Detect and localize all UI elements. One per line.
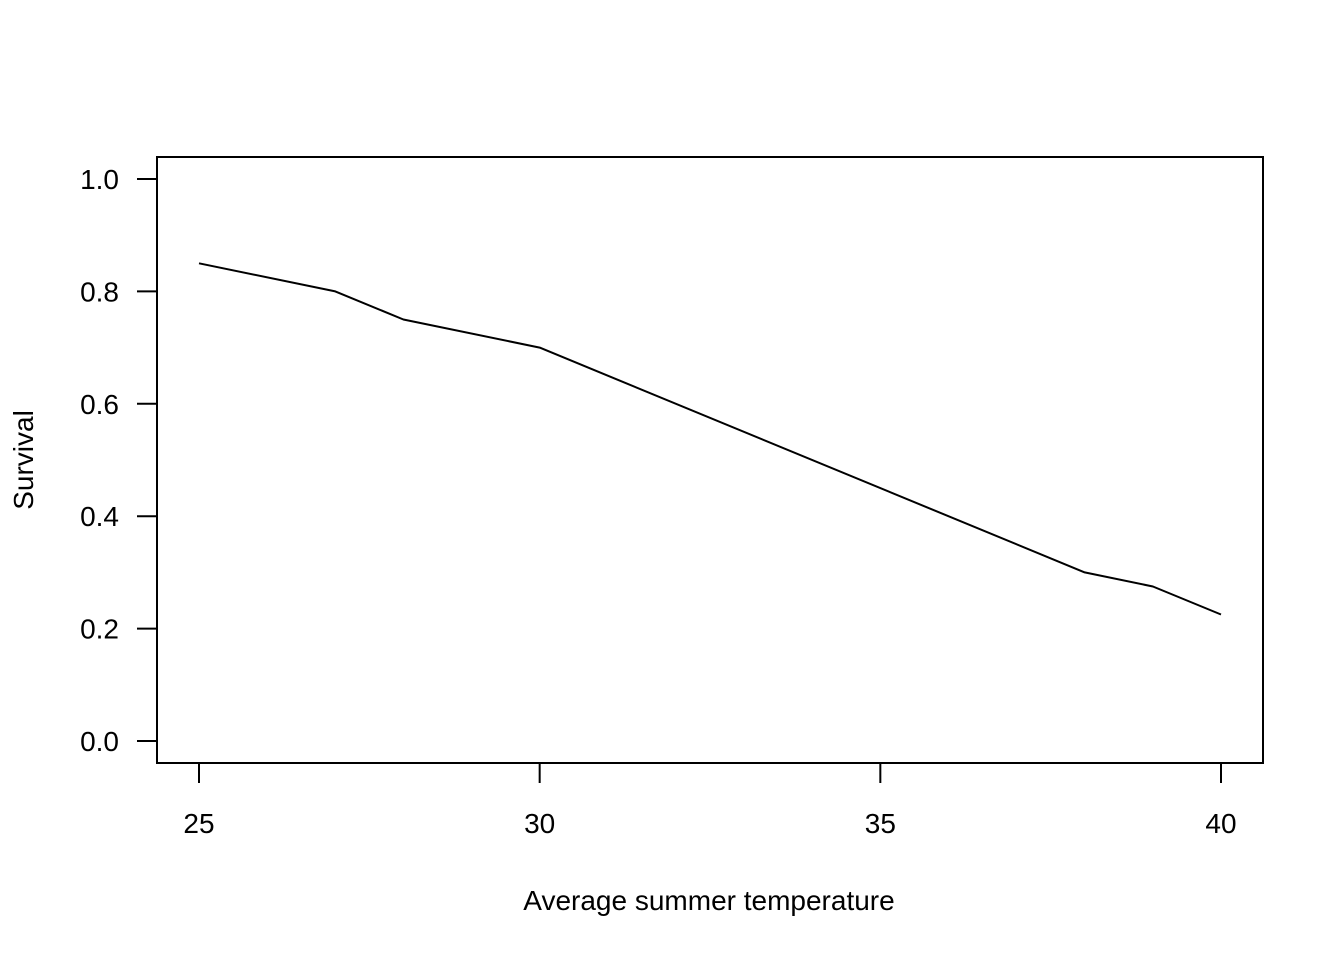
y-tick-label: 0.2 — [80, 614, 119, 645]
x-axis-title: Average summer temperature — [523, 885, 894, 916]
y-tick-label: 0.0 — [80, 726, 119, 757]
y-tick-label: 0.4 — [80, 501, 119, 532]
x-tick-label: 35 — [865, 808, 896, 839]
series-layer — [198, 262, 1222, 616]
y-axis: 0.0 0.2 0.4 0.6 0.8 1.0 — [80, 164, 158, 757]
y-tick-label: 1.0 — [80, 164, 119, 195]
plot-frame — [156, 156, 1264, 764]
x-tick-label: 25 — [183, 808, 214, 839]
y-tick-label: 0.8 — [80, 276, 119, 307]
x-tick-label: 40 — [1205, 808, 1236, 839]
y-axis-title: Survival — [8, 410, 39, 510]
series-line — [198, 262, 1222, 616]
x-axis: 25 30 35 40 — [183, 762, 1237, 839]
x-tick-label: 30 — [524, 808, 555, 839]
y-tick-label: 0.6 — [80, 389, 119, 420]
